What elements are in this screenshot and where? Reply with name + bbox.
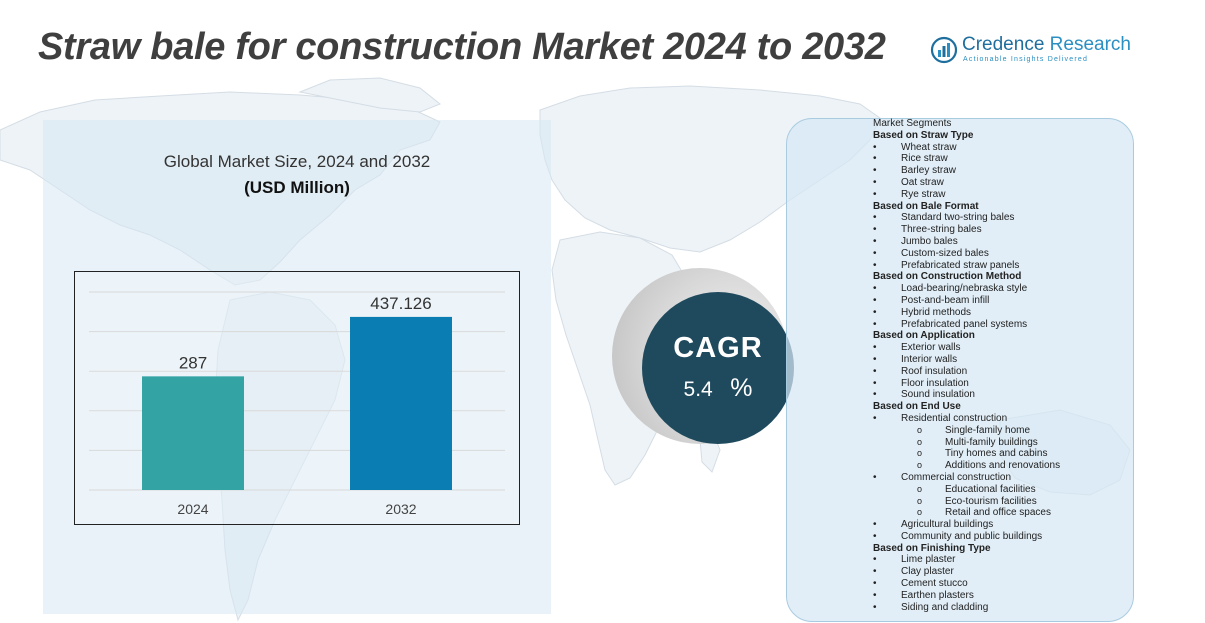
company-logo: Credence Research Actionable Insights De… bbox=[930, 34, 1131, 70]
page-title: Straw bale for construction Market 2024 … bbox=[38, 26, 886, 68]
segment-item: Sound insulation bbox=[873, 389, 1133, 401]
segment-subitem: Multi-family buildings bbox=[873, 437, 1133, 449]
data-label-2032: 437.126 bbox=[370, 294, 431, 313]
data-label-2024: 287 bbox=[179, 353, 207, 372]
segment-subitem: Tiny homes and cabins bbox=[873, 448, 1133, 460]
segment-item: Jumbo bales bbox=[873, 236, 1133, 248]
segment-item: Clay plaster bbox=[873, 566, 1133, 578]
segment-item: Siding and cladding bbox=[873, 602, 1133, 614]
segment-heading: Based on Construction Method bbox=[873, 271, 1022, 283]
cagr-label: CAGR bbox=[673, 332, 763, 364]
segment-item: Interior walls bbox=[873, 354, 1133, 366]
segment-item: Custom-sized bales bbox=[873, 248, 1133, 260]
market-segments-list: Market Segments Based on Straw TypeWheat… bbox=[873, 118, 1133, 613]
segment-item: Post-and-beam infill bbox=[873, 295, 1133, 307]
segment-item: Rye straw bbox=[873, 189, 1133, 201]
segment-item: Exterior walls bbox=[873, 342, 1133, 354]
segment-item: Load-bearing/nebraska style bbox=[873, 283, 1133, 295]
segment-item: Standard two-string bales bbox=[873, 212, 1133, 224]
segment-item: Lime plaster bbox=[873, 554, 1133, 566]
segment-subitem: Additions and renovations bbox=[873, 460, 1133, 472]
segment-heading: Based on Application bbox=[873, 330, 975, 342]
segments-title: Market Segments bbox=[873, 118, 952, 129]
bar-2032 bbox=[350, 316, 452, 490]
segment-subitem: Eco-tourism facilities bbox=[873, 496, 1133, 508]
logo-tagline: Actionable Insights Delivered bbox=[963, 56, 1089, 63]
market-size-panel bbox=[43, 120, 551, 614]
cagr-badge: CAGR 5.4 % bbox=[642, 292, 794, 444]
segment-item: Three-string bales bbox=[873, 224, 1133, 236]
segment-item: Hybrid methods bbox=[873, 307, 1133, 319]
segment-item: Commercial construction bbox=[873, 472, 1133, 484]
bar-chart-canvas: 287 2024 437.126 2032 bbox=[89, 291, 505, 517]
segment-item: Rice straw bbox=[873, 153, 1133, 165]
segment-heading: Based on End Use bbox=[873, 401, 961, 413]
chart-heading: Global Market Size, 2024 and 2032 bbox=[163, 152, 431, 171]
x-tick-label: 2032 bbox=[385, 501, 416, 517]
segment-subitem: Single-family home bbox=[873, 425, 1133, 437]
cagr-value: 5.4 % bbox=[642, 374, 794, 403]
segment-subitem: Educational facilities bbox=[873, 484, 1133, 496]
segment-item: Residential construction bbox=[873, 413, 1133, 425]
segment-heading: Based on Straw Type bbox=[873, 129, 974, 141]
segment-item: Prefabricated straw panels bbox=[873, 260, 1133, 272]
segment-heading: Based on Bale Format bbox=[873, 200, 979, 212]
segment-item: Cement stucco bbox=[873, 578, 1133, 590]
segment-item: Barley straw bbox=[873, 165, 1133, 177]
logo-name-main: Credence bbox=[962, 34, 1045, 55]
cagr-number: 5.4 bbox=[683, 378, 713, 401]
segment-heading: Based on Finishing Type bbox=[873, 542, 991, 554]
logo-name: Credence Research bbox=[962, 34, 1131, 56]
x-tick-label: 2024 bbox=[177, 501, 208, 517]
segment-item: Prefabricated panel systems bbox=[873, 319, 1133, 331]
logo-name-accent: Research bbox=[1044, 34, 1131, 55]
bar-2024 bbox=[142, 376, 244, 490]
segment-item: Wheat straw bbox=[873, 142, 1133, 154]
segment-item: Oat straw bbox=[873, 177, 1133, 189]
segment-item: Roof insulation bbox=[873, 366, 1133, 378]
segment-subitem: Retail and office spaces bbox=[873, 507, 1133, 519]
bar-chart: 287 2024 437.126 2032 bbox=[74, 271, 520, 525]
segment-item: Agricultural buildings bbox=[873, 519, 1133, 531]
chart-unit: (USD Million) bbox=[244, 178, 350, 197]
segment-item: Floor insulation bbox=[873, 378, 1133, 390]
globe-chart-icon bbox=[930, 36, 958, 64]
segment-item: Earthen plasters bbox=[873, 590, 1133, 602]
segment-item: Community and public buildings bbox=[873, 531, 1133, 543]
cagr-unit: % bbox=[730, 374, 753, 402]
